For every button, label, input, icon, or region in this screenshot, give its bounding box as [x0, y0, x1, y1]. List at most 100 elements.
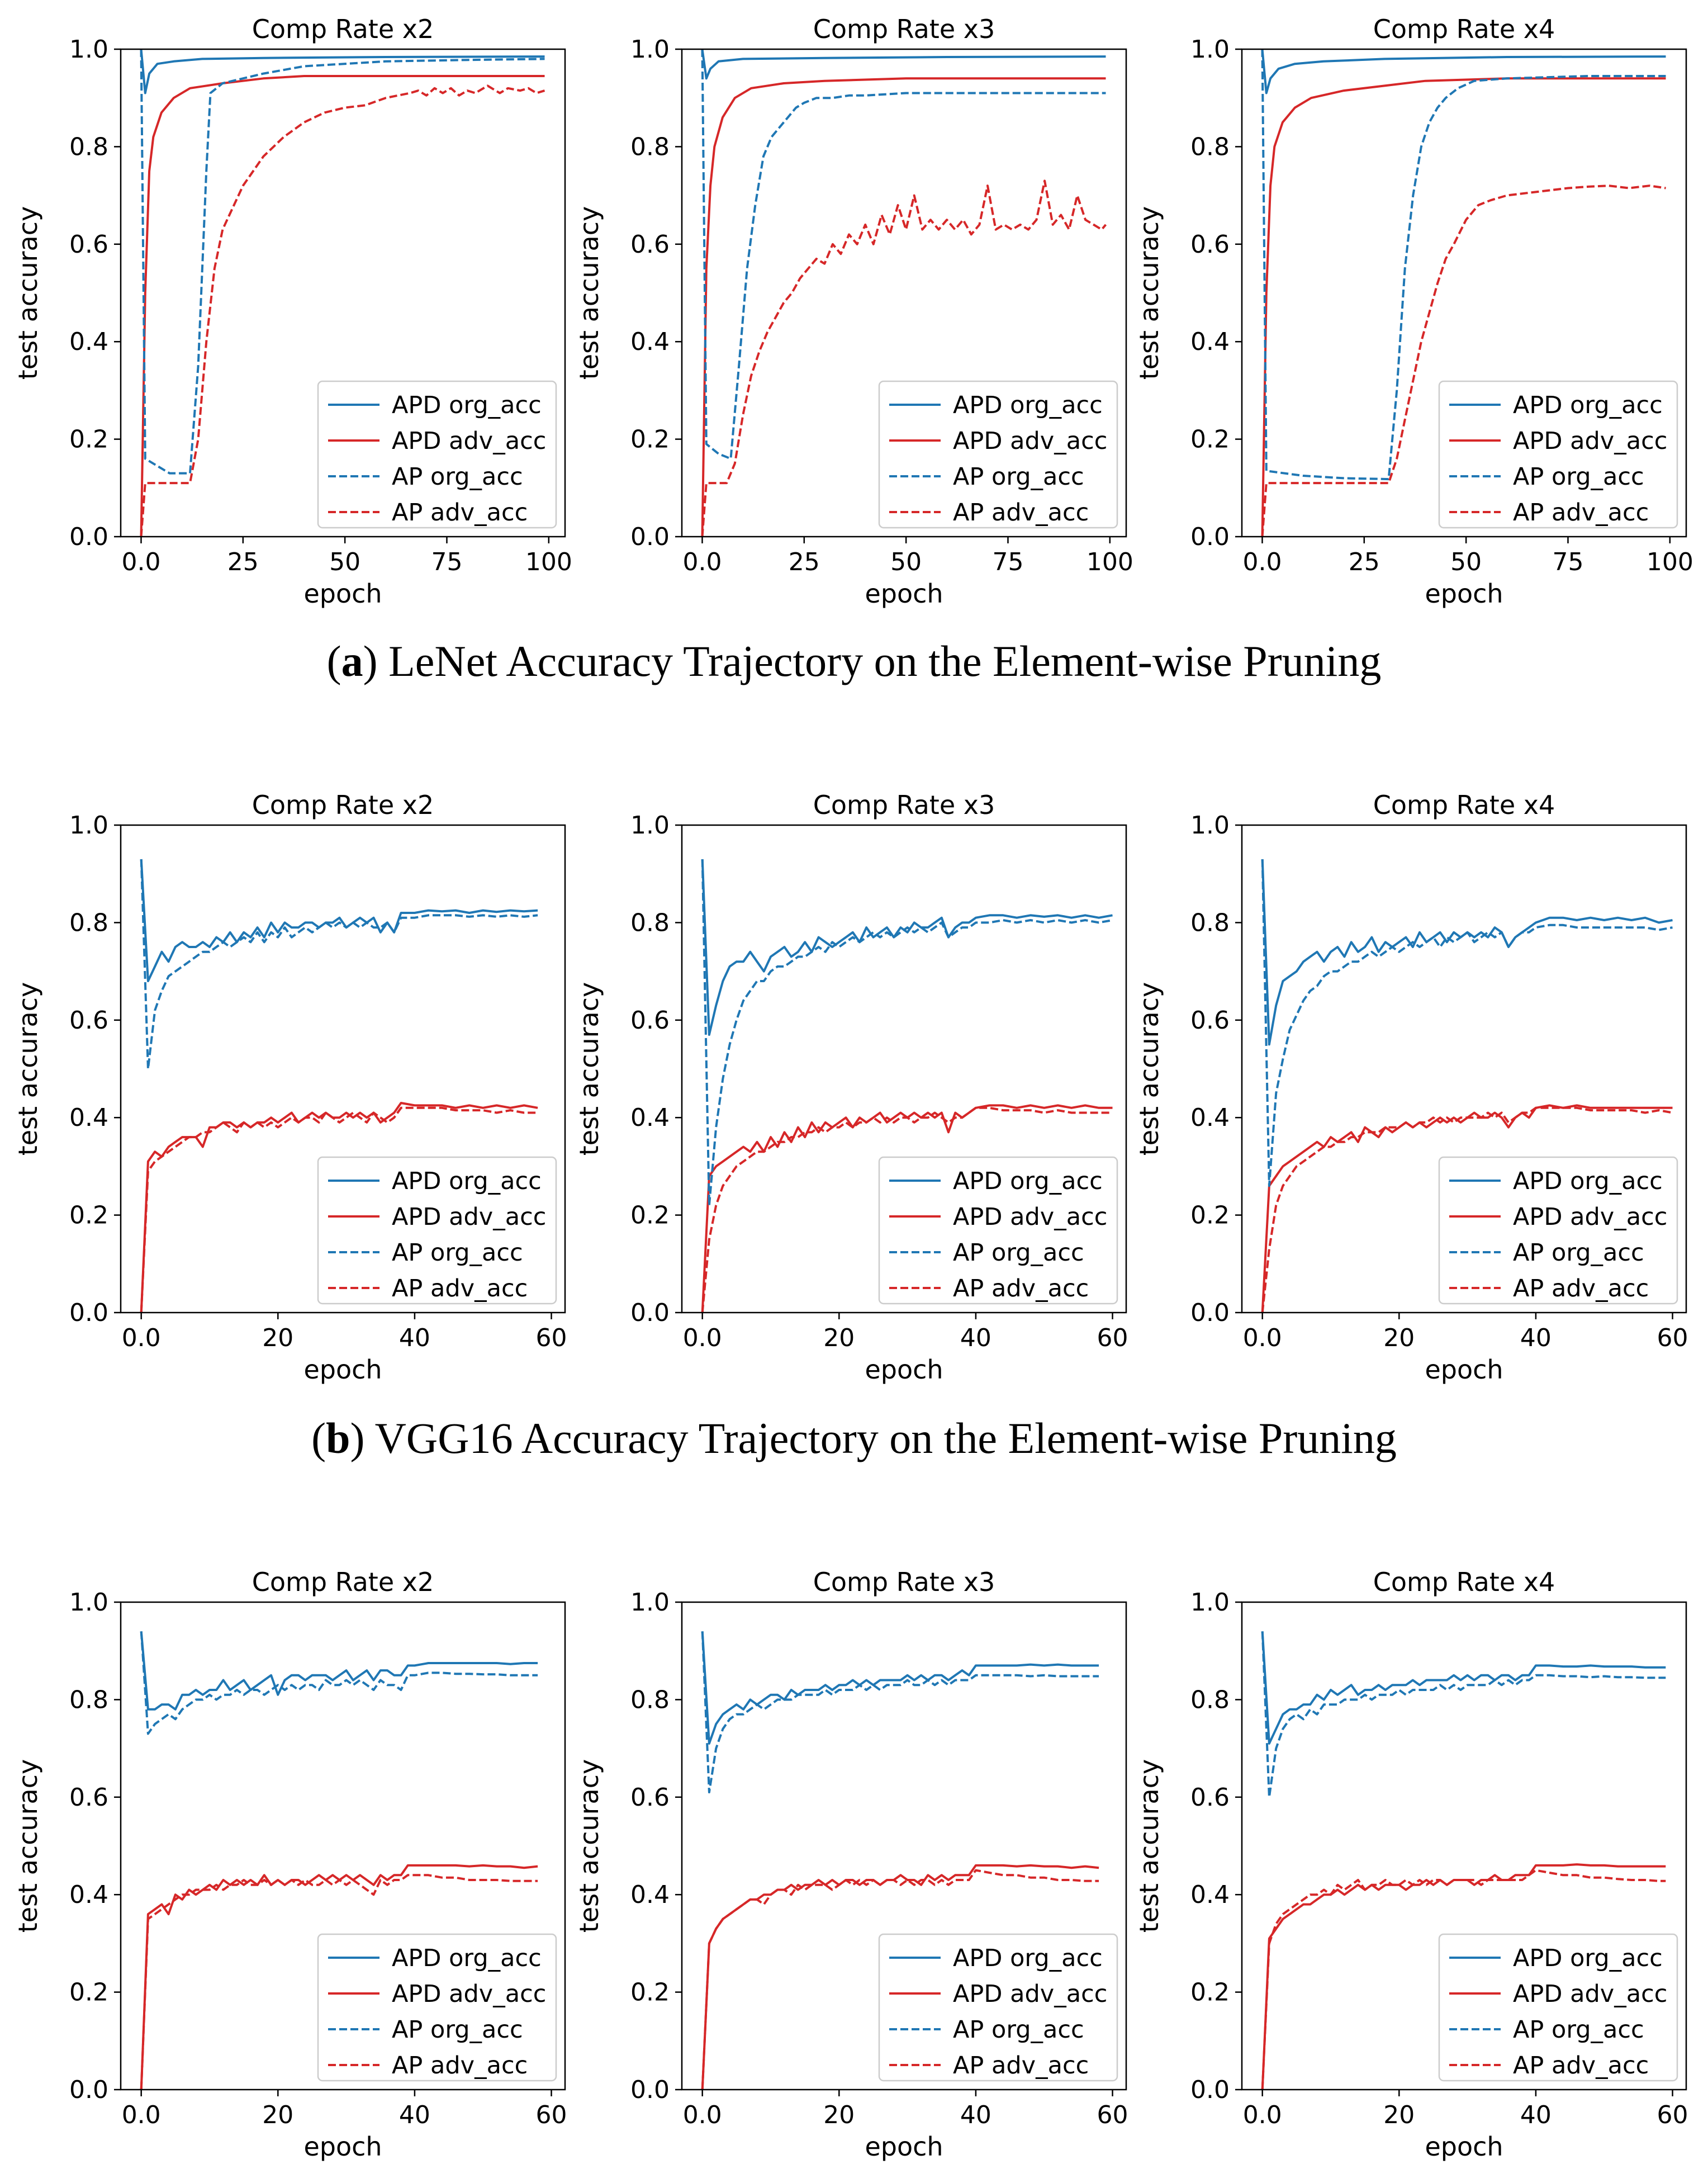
- chart-panel-8: 0.0 20 40 60 0.0 0.2 0.4 0.6 0.8 1.0 Comp Rate x4 e…: [1134, 1567, 1688, 2162]
- series-line-ap-adv-acc: [1261, 1106, 1673, 1313]
- legend-box: [878, 1933, 1118, 2082]
- axes-frame: [120, 1601, 566, 2091]
- series-line-apd-org-acc: [1261, 859, 1673, 1046]
- x-tick-label: 75: [1552, 548, 1583, 576]
- y-tick-label: 0.4: [69, 1881, 108, 1909]
- y-tick-label: 1.0: [69, 1588, 108, 1617]
- y-tick-label: 0.4: [1190, 328, 1230, 356]
- y-tick-label: 0.6: [69, 1783, 108, 1812]
- legend-label: APD org_acc: [392, 391, 542, 419]
- legend-label: AP adv_acc: [392, 499, 528, 527]
- plot-area: [1261, 49, 1666, 537]
- legend-label: AP org_acc: [1513, 2016, 1644, 2044]
- y-tick-label: 0.6: [1190, 1783, 1230, 1812]
- chart-panel-4: 0.0 20 40 60 0.0 0.2 0.4 0.6 0.8 1.0 Comp Rate x3 e…: [574, 790, 1128, 1385]
- legend: APD org_acc APD adv_acc AP org_acc AP adv_a…: [317, 380, 557, 529]
- legend-label: AP adv_acc: [392, 1275, 528, 1303]
- plot-area: [701, 859, 1113, 1313]
- x-tick-label: 60: [536, 1324, 567, 1352]
- x-tick-label: 0.0: [682, 548, 722, 576]
- y-tick-label: 0.4: [630, 328, 670, 356]
- plot-area: [1261, 859, 1673, 1313]
- y-tick-label: 0.2: [1190, 425, 1230, 454]
- y-tick-label: 0.4: [630, 1881, 670, 1909]
- x-tick-label: 40: [960, 1324, 991, 1352]
- legend: APD org_acc APD adv_acc AP org_acc AP adv_a…: [878, 380, 1118, 529]
- series-line-ap-adv-acc: [701, 179, 1107, 537]
- legend-label: AP org_acc: [953, 463, 1084, 491]
- x-tick-label: 50: [1450, 548, 1482, 576]
- x-axis-label: epoch: [1425, 579, 1503, 609]
- legend: APD org_acc APD adv_acc AP org_acc AP adv_a…: [1438, 380, 1678, 529]
- x-tick-label: 20: [1383, 1324, 1415, 1352]
- x-tick-label: 0.0: [1242, 548, 1282, 576]
- series-line-apd-adv-acc: [701, 77, 1106, 537]
- y-tick-label: 0.8: [69, 132, 108, 161]
- chart-title: Comp Rate x3: [813, 790, 995, 820]
- y-tick-label: 0.0: [1190, 523, 1230, 551]
- legend-label: APD adv_acc: [392, 1203, 546, 1231]
- chart-title: Comp Rate x3: [813, 14, 995, 44]
- x-tick-label: 40: [399, 2101, 430, 2129]
- series-line-ap-adv-acc: [140, 1106, 538, 1313]
- x-axis-label: epoch: [1425, 1355, 1503, 1385]
- series-line-apd-org-acc: [701, 1631, 1099, 1745]
- y-tick-label: 1.0: [630, 811, 670, 840]
- series-line-apd-org-acc: [140, 1631, 538, 1711]
- x-tick-label: 40: [1520, 2101, 1552, 2129]
- x-tick-label: 0.0: [1243, 2101, 1282, 2129]
- y-tick-label: 0.8: [1190, 908, 1230, 937]
- series-line-ap-adv-acc: [701, 1869, 1099, 2090]
- legend-label: AP adv_acc: [1513, 1275, 1649, 1303]
- legend-label: AP adv_acc: [392, 2052, 528, 2080]
- y-tick-label: 0.4: [69, 328, 108, 356]
- x-tick-label: 100: [525, 548, 572, 576]
- axes-frame: [681, 1601, 1127, 2091]
- y-tick-label: 0.6: [1190, 230, 1230, 259]
- series-line-ap-org-acc: [1261, 859, 1673, 1187]
- legend-label: APD org_acc: [392, 1167, 542, 1195]
- legend: APD org_acc APD adv_acc AP org_acc AP adv_a…: [317, 1933, 557, 2082]
- x-tick-label: 60: [1657, 2101, 1688, 2129]
- legend-label: AP org_acc: [1513, 1239, 1644, 1267]
- y-tick-label: 1.0: [69, 811, 108, 840]
- legend-label: AP org_acc: [1513, 463, 1644, 491]
- chart-panel-2: 0.0 25 50 75 100 0.0 0.2 0.4 0.6 0.8 1.0 Comp Rate …: [1134, 14, 1693, 609]
- chart-title: Comp Rate x2: [252, 1567, 434, 1597]
- legend-label: AP org_acc: [392, 1239, 523, 1267]
- legend-label: APD adv_acc: [1513, 1980, 1667, 2008]
- legend: APD org_acc APD adv_acc AP org_acc AP adv_a…: [317, 1156, 557, 1305]
- x-tick-label: 100: [1647, 548, 1693, 576]
- x-tick-label: 0.0: [122, 1324, 161, 1352]
- x-tick-label: 50: [329, 548, 360, 576]
- series-line-apd-org-acc: [140, 859, 538, 982]
- chart-panel-5: 0.0 20 40 60 0.0 0.2 0.4 0.6 0.8 1.0 Comp Rate x4 e…: [1134, 790, 1688, 1385]
- y-tick-label: 0.8: [630, 132, 670, 161]
- axes-frame: [120, 48, 566, 538]
- chart-title: Comp Rate x4: [1373, 790, 1555, 820]
- series-line-ap-org-acc: [140, 49, 545, 475]
- axes-frame: [1241, 48, 1687, 538]
- legend-label: APD adv_acc: [392, 427, 546, 455]
- axes-frame: [681, 48, 1127, 538]
- axes-frame: [120, 824, 566, 1314]
- y-tick-label: 0.6: [630, 1006, 670, 1035]
- legend-box: [317, 1156, 557, 1305]
- y-tick-label: 0.6: [1190, 1006, 1230, 1035]
- chart-title: Comp Rate x3: [813, 1567, 995, 1597]
- x-tick-label: 20: [823, 1324, 855, 1352]
- series-line-apd-adv-acc: [701, 1104, 1113, 1313]
- y-tick-label: 0.4: [1190, 1104, 1230, 1132]
- plot-area: [701, 49, 1107, 537]
- axes-frame: [1241, 1601, 1687, 2091]
- y-tick-label: 0.0: [69, 1299, 108, 1327]
- y-tick-label: 0.0: [630, 2076, 670, 2104]
- y-tick-label: 0.8: [1190, 132, 1230, 161]
- y-tick-label: 0.2: [1190, 1201, 1230, 1230]
- y-tick-label: 1.0: [630, 1588, 670, 1617]
- legend-label: APD adv_acc: [1513, 427, 1667, 455]
- series-line-apd-org-acc: [140, 49, 545, 94]
- x-axis-label: epoch: [865, 2132, 943, 2162]
- y-tick-label: 0.2: [1190, 1978, 1230, 2007]
